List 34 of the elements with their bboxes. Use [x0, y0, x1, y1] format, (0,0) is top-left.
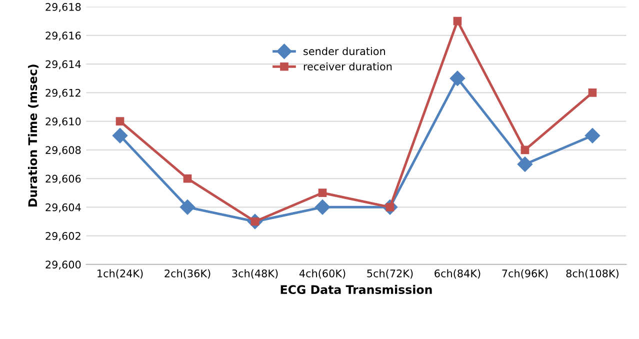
y-tick-label: 29,612: [46, 88, 80, 98]
x-tick-label: 5ch(72K): [367, 269, 413, 279]
y-tick-label: 29,610: [46, 118, 81, 126]
x-tick-label: 4ch(60K): [299, 269, 346, 279]
y-tick-label: 29,608: [46, 146, 81, 156]
x-axis-title: ECG Data Transmission: [280, 284, 432, 294]
y-tick-label: 29,618: [46, 3, 81, 12]
point: [314, 200, 330, 215]
y-axis-title: Duration Time (msec): [28, 64, 38, 206]
point: [517, 156, 533, 172]
x-tick-label: 2ch(36K): [164, 269, 210, 279]
x-tick-label: 8ch(108K): [566, 269, 618, 279]
point: [183, 174, 192, 183]
y-tick-label: 29,600: [46, 260, 81, 270]
y-tick-label: 29,606: [46, 174, 81, 184]
x-tick-label: 3ch(48K): [232, 269, 278, 279]
y-tick-label: 29,616: [46, 32, 81, 41]
legend-label: receiver duration: [304, 62, 392, 70]
y-tick-label: 29,602: [46, 232, 80, 241]
point: [584, 128, 600, 144]
point: [318, 188, 327, 198]
x-tick-label: 1ch(24K): [98, 269, 143, 279]
point: [180, 200, 196, 215]
y-tick-label: 29,614: [46, 60, 81, 70]
legend-label: sender duration: [304, 47, 385, 56]
point: [588, 88, 597, 97]
point: [112, 128, 128, 144]
x-tick-label: 7ch(96K): [502, 269, 548, 279]
point: [520, 146, 530, 154]
point: [453, 16, 462, 26]
x-tick-label: 6ch(84K): [434, 269, 480, 279]
y-tick-label: 29,604: [46, 203, 81, 212]
point: [116, 117, 124, 126]
point: [450, 70, 466, 86]
